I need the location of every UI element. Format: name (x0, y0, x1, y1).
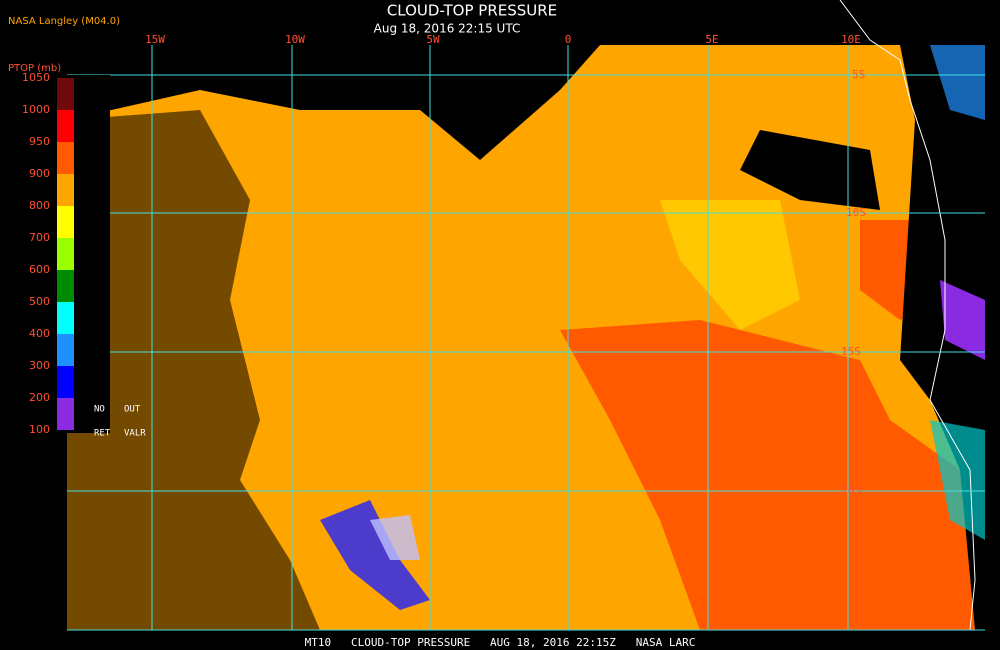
legend-label: 1050 (22, 71, 50, 84)
satellite-image (67, 0, 985, 631)
longitude-label: 15W (145, 33, 165, 46)
legend-label: 500 (29, 295, 50, 308)
legend-label: 1000 (22, 103, 50, 116)
legend-note: NO (94, 405, 105, 415)
legend: PTOP (mb) NO RET OUT VALR 1050 1000 950 900… (8, 63, 146, 439)
legend-swatch (57, 398, 74, 430)
footer: MT10 CLOUD-TOP PRESSURE AUG 18, 2016 22:… (305, 636, 696, 649)
source: NASA Langley (M04.0) (8, 16, 120, 27)
yellow-patch (660, 200, 800, 330)
legend-swatch (57, 78, 74, 110)
legend-swatch (57, 206, 74, 238)
legend-label: 100 (29, 423, 50, 436)
graticule (67, 45, 985, 631)
legend-note: VALR (124, 429, 146, 439)
coastline (839, 0, 976, 631)
legend-label: 700 (29, 231, 50, 244)
longitude-label: 5E (705, 33, 718, 46)
legend-swatch (57, 302, 74, 334)
datetime: Aug 18, 2016 22:15 UTC (374, 22, 521, 36)
high-cloud (320, 500, 430, 610)
high-cloud (940, 280, 985, 360)
latitude-label: 15S (841, 345, 861, 358)
latitude-label: 10S (846, 206, 866, 219)
clear-sky (740, 130, 880, 210)
legend-label: 400 (29, 327, 50, 340)
clear-sky (67, 45, 600, 160)
mid-cloud-region (560, 320, 975, 630)
legend-label: 900 (29, 167, 50, 180)
legend-swatch (57, 270, 74, 302)
legend-label: 800 (29, 199, 50, 212)
legend-label: 950 (29, 135, 50, 148)
legend-note: RET (94, 429, 111, 439)
longitude-label: 10E (841, 33, 861, 46)
legend-label: 600 (29, 263, 50, 276)
longitude-label: 5W (426, 33, 440, 46)
legend-swatch (57, 366, 74, 398)
high-cloud (930, 420, 985, 540)
legend-swatch (57, 110, 74, 142)
legend-label: 300 (29, 359, 50, 372)
legend-swatch (57, 174, 74, 206)
legend-note: OUT (124, 405, 141, 415)
legend-label: 200 (29, 391, 50, 404)
clear-sky (67, 110, 320, 630)
latitude-label: 20S (841, 484, 861, 497)
high-cloud (370, 515, 420, 560)
legend-swatch (57, 238, 74, 270)
title: CLOUD-TOP PRESSURE (387, 2, 557, 20)
legend-title: PTOP (mb) (8, 63, 61, 74)
latitude-label: 5S (852, 68, 865, 81)
longitude-label: 0 (565, 33, 572, 46)
high-cloud (930, 45, 985, 120)
longitude-label: 10W (285, 33, 305, 46)
legend-swatch (57, 334, 74, 366)
legend-swatch (57, 142, 74, 174)
